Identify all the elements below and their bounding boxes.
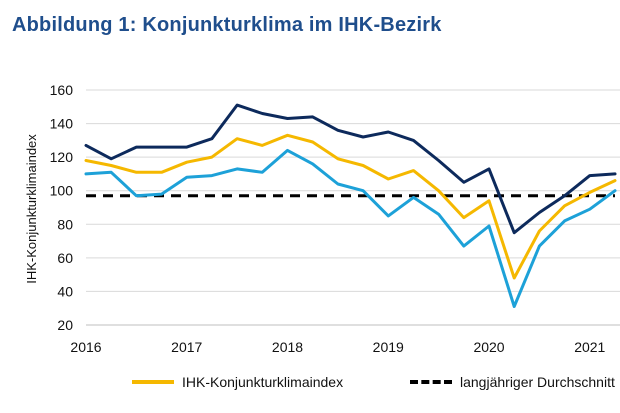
y-tick-label: 80: [57, 216, 73, 232]
y-tick-label: 100: [50, 183, 74, 199]
legend-item-index: IHK-Konjunkturklimaindex: [132, 374, 343, 390]
y-tick-label: 120: [50, 149, 74, 165]
legend-item-average: langjähriger Durchschnitt: [410, 374, 615, 390]
legend-label-average: langjähriger Durchschnitt: [460, 374, 615, 390]
y-tick-label: 60: [57, 250, 73, 266]
y-tick-label: 160: [50, 82, 74, 98]
legend: IHK-Konjunkturklimaindex langjähriger Du…: [132, 374, 620, 396]
y-tick-label: 40: [57, 283, 73, 299]
x-tick-label: 2016: [70, 339, 101, 355]
y-tick-label: 140: [50, 116, 74, 132]
chart-title: Abbildung 1: Konjunkturklima im IHK-Bezi…: [12, 14, 442, 36]
series-line-0: [84, 103, 617, 235]
x-tick-label: 2018: [272, 339, 303, 355]
x-tick-label: 2017: [171, 339, 202, 355]
x-tick-label: 2019: [373, 339, 404, 355]
legend-label-index: IHK-Konjunkturklimaindex: [182, 374, 344, 390]
series-line-1: [84, 133, 617, 280]
series-line-2: [84, 148, 617, 308]
y-axis-label: IHK-Konjunkturklimaindex: [24, 134, 39, 284]
x-tick-label: 2020: [473, 339, 504, 355]
y-tick-label: 20: [57, 317, 73, 333]
x-tick-label: 2021: [574, 339, 605, 355]
legend-swatch-index: [132, 380, 174, 384]
legend-swatch-average: [410, 380, 452, 384]
